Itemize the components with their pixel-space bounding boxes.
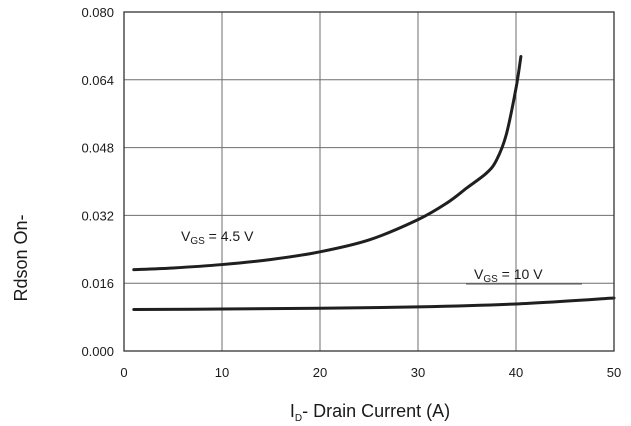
series-label-vgs-4-5-rest: = 4.5 V	[205, 228, 254, 244]
y-tick-label: 0.032	[81, 208, 114, 223]
series-label-vgs-4-5-main: V	[181, 228, 191, 244]
series-line-vgs-4-5	[132, 54, 523, 272]
series-line-vgs-10	[132, 296, 616, 311]
x-axis-title-main: I	[290, 401, 295, 421]
x-tick-label: 10	[215, 365, 229, 380]
x-tick-label: 50	[607, 365, 621, 380]
y-tick-label: 0.016	[81, 276, 114, 291]
x-axis-title: ID- Drain Current (A)	[290, 401, 450, 424]
tick-labels: 0 10 20 30 40 50 0.000 0.016 0.032 0.048 0.064 0.08…	[81, 5, 621, 380]
y-tick-label: 0.080	[81, 5, 114, 20]
y-tick-label: 0.048	[81, 141, 114, 156]
x-tick-label: 0	[120, 365, 127, 380]
series-label-vgs-10-main: V	[474, 266, 484, 282]
series-label-vgs-10-sub: GS	[483, 274, 498, 285]
series-label-vgs-10-rest: = 10 V	[498, 266, 543, 282]
svg-text:VGS = 4.5 V: VGS = 4.5 V	[181, 228, 254, 247]
y-axis-title: Rdson On-	[11, 214, 31, 301]
x-tick-label: 20	[313, 365, 327, 380]
svg-text:VGS = 10 V: VGS = 10 V	[474, 266, 543, 285]
series-label-vgs-10: VGS = 10 V	[474, 266, 543, 285]
plot-border	[123, 11, 615, 352]
x-axis-title-sub: D	[295, 413, 302, 424]
x-axis-title-rest: - Drain Current (A)	[302, 401, 450, 421]
series-group	[132, 54, 616, 311]
y-tick-label: 0.000	[81, 344, 114, 359]
x-tick-label: 40	[509, 365, 523, 380]
y-tick-label: 0.064	[81, 73, 114, 88]
x-tick-label: 30	[411, 365, 425, 380]
series-label-vgs-4-5: VGS = 4.5 V	[181, 228, 254, 247]
grid	[124, 12, 614, 351]
series-label-vgs-4-5-sub: GS	[190, 236, 205, 247]
plot-frame	[123, 11, 615, 352]
